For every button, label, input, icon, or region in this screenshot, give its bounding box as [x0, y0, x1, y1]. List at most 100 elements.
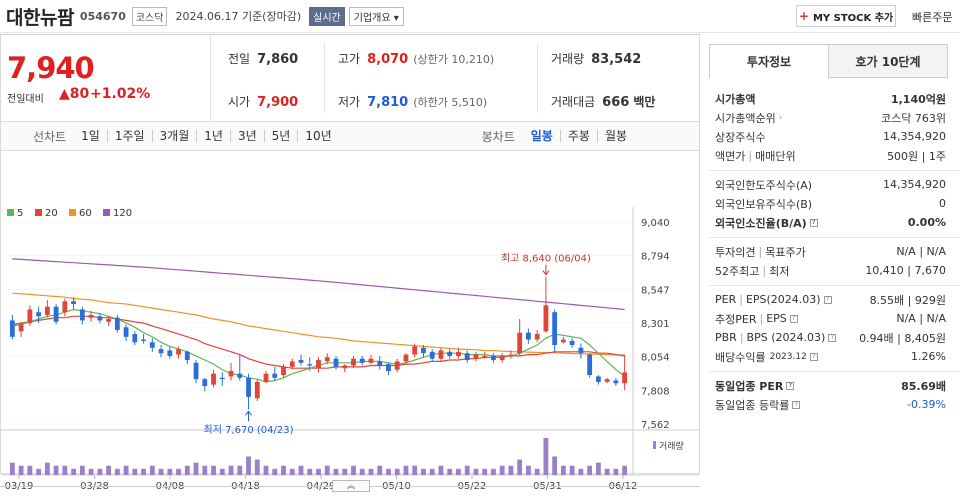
candle-body [508, 354, 514, 356]
volume-bar [53, 465, 59, 475]
volume-bar [351, 465, 356, 475]
info-section: 외국인한도주식수(A) 14,354,920 외국인보유주식수(B) 0 외국인소진율(… [709, 170, 959, 232]
plus-icon: + [798, 9, 809, 23]
candle-body [473, 354, 479, 359]
volume-bar [141, 468, 146, 475]
volume-bar [595, 462, 601, 475]
candle-body [298, 360, 304, 363]
period-tab[interactable]: 3년 [231, 130, 265, 142]
chevron-right-icon[interactable]: › [778, 112, 783, 123]
volume-bar [246, 456, 251, 475]
candle-body [604, 379, 610, 382]
candle-body [176, 349, 181, 355]
period-tab[interactable]: 1주일 [108, 130, 153, 142]
candle-body [149, 342, 155, 348]
info-section: 시가총액 1,140억원 시가총액순위 › 코스닥 763위 상장주식수 14,354,92… [709, 89, 959, 165]
candle-body [351, 358, 356, 366]
volume-bar [62, 465, 68, 475]
volume-bar [394, 468, 400, 475]
candle-period-tab[interactable]: 주봉 [561, 130, 598, 142]
low-price: 저가 7,810 (하한가 5,510) [338, 95, 488, 110]
info-row: 52주최고 | 최저 10,410 | 7,670 [709, 261, 959, 280]
volume-bar [491, 468, 496, 475]
volume-bar [184, 465, 190, 475]
candle-body [342, 365, 348, 369]
corp-overview-dropdown[interactable]: 기업개요 ▾ [348, 6, 404, 26]
tab-order-book[interactable]: 호가 10단계 [829, 44, 948, 78]
candle-period-tab[interactable]: 일봉 [524, 130, 561, 142]
info-row: PBR | BPS (2024.03)? 0.94배 | 8,405원 [709, 328, 959, 347]
period-tabs: 1일 1주일 3개월 1년 3년 5년 10년 [74, 130, 339, 142]
candle-body [386, 364, 391, 371]
candle-body [333, 358, 339, 367]
info-key: PBR | BPS (2024.03)? [715, 331, 837, 344]
candle-body [438, 350, 444, 359]
candle-body [560, 339, 566, 343]
info-row: 동일업종 등락률? -0.39% [709, 395, 959, 414]
volume-bar [526, 465, 531, 475]
volume-bar [482, 468, 488, 475]
y-tick-label: 8,301 [641, 319, 670, 330]
info-value: 0.00% [907, 216, 946, 229]
candle-period-tab[interactable]: 월봉 [604, 129, 628, 143]
help-icon[interactable]: ? [828, 333, 837, 342]
candle-body [613, 380, 619, 384]
up-triangle-icon: ▲ [59, 86, 70, 102]
volume-bar [316, 468, 321, 475]
candle-body [281, 366, 286, 376]
period-tab[interactable]: 1년 [197, 130, 231, 142]
candle-body [263, 373, 269, 382]
info-row: 시가총액순위 › 코스닥 763위 [709, 108, 959, 127]
help-icon[interactable]: ? [809, 218, 818, 227]
candle-body [412, 346, 418, 355]
volume: 거래량 83,542 [551, 52, 642, 67]
volume-bar [167, 468, 173, 475]
volume-legend-label: 거래량 [659, 440, 684, 452]
info-key: 시가총액 [715, 92, 756, 106]
candle-body [18, 324, 24, 332]
volume-bar [560, 465, 566, 475]
volume-bar [71, 468, 77, 475]
candlestick-chart-svg: 5 20 60 120 9,040 8,794 8,547 8,301 8,054 7,808 7,… [1, 207, 699, 492]
add-mystock-button[interactable]: + MY STOCK 추가 [796, 5, 896, 27]
help-icon[interactable]: ? [809, 352, 818, 361]
stock-header: 대한뉴팜 054670 코스닥 2024.06.17 기준(장마감) 실시간 기… [0, 0, 960, 33]
legend-label: 20 [45, 208, 58, 219]
help-icon[interactable]: ? [789, 314, 798, 323]
volume-bar [543, 438, 549, 475]
period-tab[interactable]: 1일 [74, 130, 108, 142]
info-key: 상장주식수 [715, 130, 766, 144]
candle-body [132, 334, 138, 343]
investment-info-panel: 투자정보 호가 10단계 시가총액 1,140억원 시가총액순위 › 코스닥 763위 상… [709, 44, 959, 500]
volume-bar [552, 456, 558, 475]
volume-bar [88, 468, 94, 475]
help-icon[interactable]: ? [792, 400, 801, 409]
period-tab[interactable]: 10년 [305, 129, 332, 143]
candle-body [368, 358, 374, 363]
info-row: 상장주식수 14,354,920 [709, 127, 959, 146]
period-tab[interactable]: 5년 [265, 130, 299, 142]
info-key: 52주최고 | 최저 [715, 264, 790, 278]
candle-body [491, 355, 496, 361]
realtime-button[interactable]: 실시간 [309, 6, 345, 26]
volume-bar [508, 465, 514, 475]
help-icon[interactable]: ? [823, 295, 832, 304]
candle-body [27, 309, 33, 324]
candle-body [499, 355, 505, 361]
price-chart[interactable]: 5 20 60 120 9,040 8,794 8,547 8,301 8,054 7,808 7,… [1, 152, 699, 492]
volume-bar [464, 465, 470, 475]
change-label: 전일대비 [7, 94, 44, 105]
info-value: -0.39% [907, 398, 946, 411]
candle-body [289, 361, 295, 367]
candle-body [184, 351, 190, 361]
volume-bar [219, 468, 225, 475]
help-icon[interactable]: ? [786, 381, 795, 390]
volume-bar [613, 468, 619, 475]
info-tabs: 투자정보 호가 10단계 [709, 44, 959, 78]
quick-order-link[interactable]: 빠른주문 [912, 11, 953, 24]
info-row: 추정PER | EPS? N/A | N/A [709, 309, 959, 328]
collapse-handle[interactable]: ︽ [332, 480, 370, 492]
y-tick-label: 8,794 [641, 252, 670, 263]
tab-investment-info[interactable]: 투자정보 [709, 44, 829, 78]
period-tab[interactable]: 3개월 [153, 130, 198, 142]
